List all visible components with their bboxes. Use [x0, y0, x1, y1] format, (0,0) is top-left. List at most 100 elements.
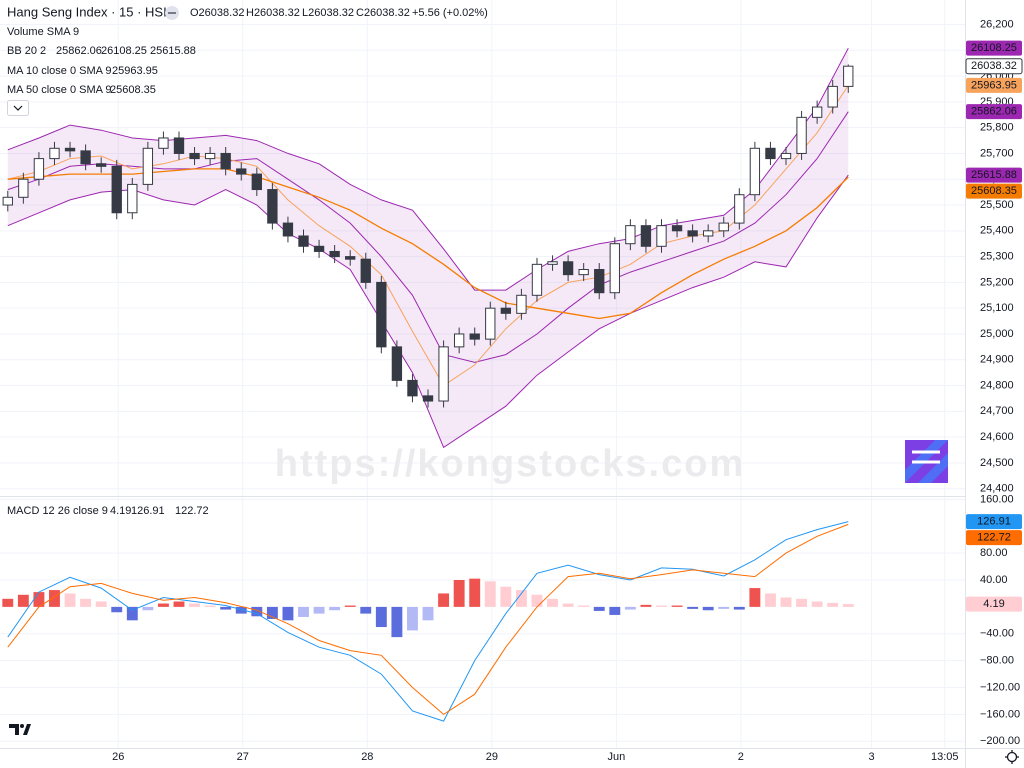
collapse-chevron	[13, 105, 23, 111]
bollinger-fill	[7, 48, 849, 448]
candle-body	[438, 346, 449, 402]
candle-body	[64, 147, 76, 152]
candle-body	[453, 333, 465, 348]
macd-histogram-bar	[547, 598, 558, 607]
candle-body	[251, 173, 262, 191]
ohlc-high: H26038.32	[246, 7, 300, 19]
macd-histogram-bar	[609, 606, 621, 615]
macd-histogram-bar	[640, 604, 652, 607]
candle-body	[485, 307, 496, 340]
labels: Hang Seng Index · 15 · HSI O26038.32 H26…	[7, 4, 1020, 763]
candle-body	[516, 294, 527, 314]
macd-histogram-bar	[360, 606, 372, 614]
collapse-button[interactable]	[7, 100, 29, 116]
macd-histogram-bar	[780, 597, 792, 607]
y-tick-label: 25,200	[980, 276, 1014, 288]
macd-histogram-bar	[344, 605, 356, 607]
y-tick-label: 25,800	[980, 122, 1014, 134]
macd-histogram-bar	[173, 601, 185, 607]
macd-y-tick-label: −200.00	[980, 735, 1020, 747]
candle-body	[282, 222, 294, 237]
macd-histogram-bar	[422, 606, 434, 621]
macd-histogram-bar	[126, 606, 138, 621]
y-tick-label: 25,700	[980, 147, 1014, 159]
gear-teeth[interactable]	[1005, 750, 1019, 764]
candle-body	[625, 225, 636, 245]
tv-logo-dot	[20, 724, 24, 728]
macd-histogram-bar	[17, 594, 29, 607]
macd-histogram-bar	[749, 588, 761, 607]
change: +5.56 (+0.02%)	[412, 7, 488, 19]
candle-body	[360, 258, 371, 283]
macd-y-tick-label: 40.00	[980, 574, 1008, 586]
macd-legend-signal: 122.72	[175, 505, 209, 517]
candle-body	[656, 225, 667, 247]
macd-histogram-bar	[391, 606, 403, 638]
candle-body	[671, 225, 683, 232]
macd-histogram-bar	[687, 606, 699, 609]
signal-line	[7, 523, 849, 716]
macd-histogram-bar	[220, 606, 232, 610]
candle-body	[2, 196, 13, 206]
y-tick-label: 24,700	[980, 405, 1014, 417]
tradingview-logo	[9, 724, 31, 735]
candle-body	[345, 256, 356, 260]
candle-body	[407, 379, 418, 397]
watermark: https://kongstocks.com	[275, 443, 746, 485]
price-tag	[966, 183, 1022, 199]
macd-legend: MACD 12 26 close 9	[7, 505, 108, 517]
macd-histogram-bar	[142, 606, 154, 611]
candle-body	[703, 230, 714, 237]
macd-legend-histogram: 4.19	[110, 505, 131, 517]
macd-histogram-bar	[764, 593, 776, 607]
macd-histogram-bar	[49, 590, 60, 607]
gear-ring[interactable]	[1006, 751, 1018, 763]
price-tag	[966, 596, 1022, 612]
candle-body	[796, 116, 807, 154]
macd-histogram-bar	[562, 603, 574, 607]
candle-body	[811, 106, 823, 118]
y-tick-label: 24,400	[980, 483, 1014, 495]
y-tick-label: 24,900	[980, 354, 1014, 366]
candle-body	[765, 147, 776, 160]
price-tag	[966, 77, 1022, 93]
candle-body	[500, 307, 512, 314]
candle-body	[158, 137, 169, 149]
y-tick-label: 25,100	[980, 302, 1014, 314]
price-tag	[966, 40, 1022, 56]
candle-body	[531, 263, 543, 296]
price-tag-label: 26108.25	[971, 42, 1017, 54]
y-tick-label: 25,300	[980, 251, 1014, 263]
logo	[905, 440, 948, 483]
price-tag-label: 126.91	[977, 516, 1011, 528]
ma-legend-value: 25608.35	[110, 84, 156, 96]
macd-histogram-bar	[313, 606, 325, 614]
macd-y-tick-label: −80.00	[980, 655, 1014, 667]
macd-histogram-bar	[157, 603, 169, 607]
price-tag	[966, 167, 1022, 183]
macd-histogram-bar	[515, 590, 527, 607]
x-tick-label: 3	[869, 751, 875, 763]
candle-body	[189, 152, 200, 160]
ohlc-close: C26038.32	[356, 7, 410, 19]
macd-histogram-bar	[718, 606, 730, 609]
candle-body	[298, 235, 309, 247]
y-tick-label: 24,600	[980, 431, 1014, 443]
candle-body	[734, 194, 745, 224]
price-tag	[966, 104, 1022, 120]
candle-body	[422, 395, 434, 402]
x-tick-label: 13:05	[931, 751, 959, 763]
macd-histogram-bar	[2, 598, 14, 607]
ohlc-open: O26038.32	[190, 7, 244, 19]
macd-histogram-bar	[80, 598, 92, 607]
x-tick-label: 2	[738, 751, 744, 763]
y-tick-label: 24,800	[980, 379, 1014, 391]
x-tick-label: 27	[237, 751, 249, 763]
macd-histogram-bar	[702, 606, 714, 611]
candle-body	[391, 346, 403, 381]
bb-legend: BB 20 2	[7, 45, 46, 57]
macd-histogram-bar	[266, 606, 278, 619]
candle-body	[127, 183, 138, 214]
settings-icon[interactable]	[1005, 750, 1019, 764]
